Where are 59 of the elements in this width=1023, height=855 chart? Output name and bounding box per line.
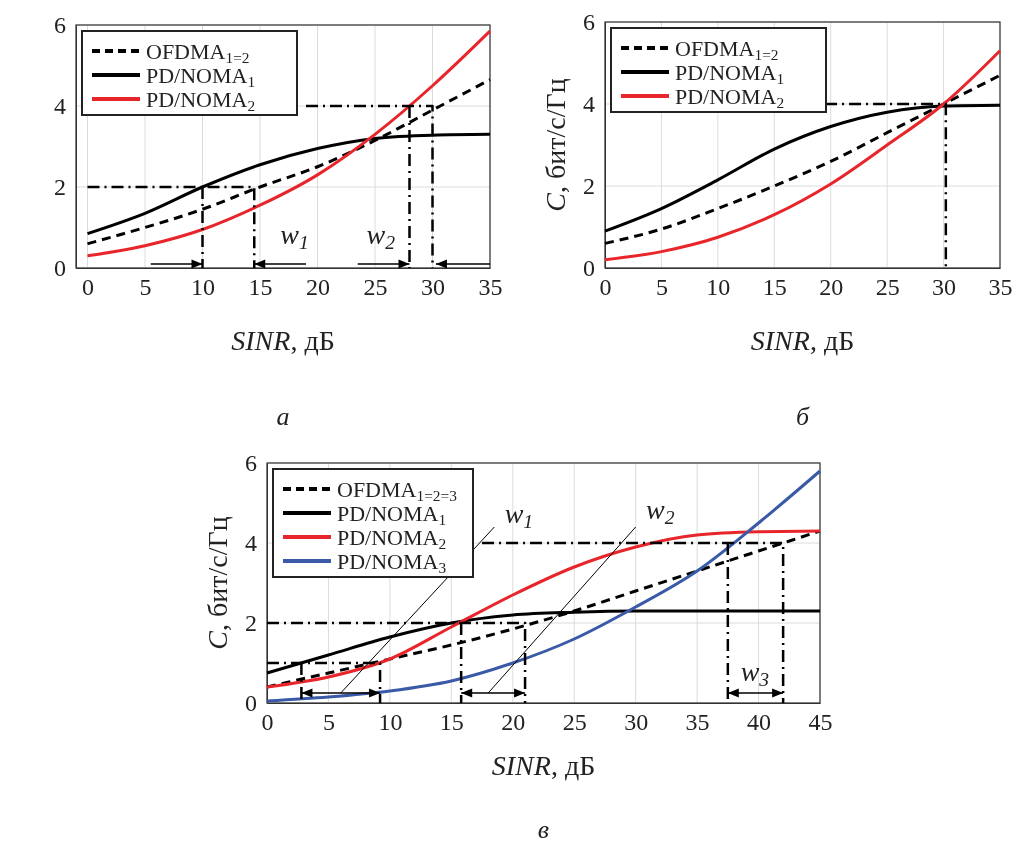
x-tick-label: 15 xyxy=(248,274,273,301)
x-tick-label: 25 xyxy=(875,274,900,301)
legend-label: PD/NOMA$_{2}$ xyxy=(675,84,785,111)
y-tick-label: 2 xyxy=(54,174,66,201)
y-tick-label: 0 xyxy=(245,690,257,717)
x-tick-label: 10 xyxy=(706,274,731,301)
y-tick-label: 4 xyxy=(245,530,257,557)
x-tick-label: 5 xyxy=(139,274,152,301)
annotation: w$_{1}$ xyxy=(280,218,309,253)
x-tick-label: 20 xyxy=(501,709,526,736)
text: в xyxy=(537,815,550,844)
y-tick-label: 2 xyxy=(245,610,257,637)
legend-label: OFDMA$_{1=2}$ xyxy=(146,39,250,66)
x-tick-label: 35 xyxy=(685,709,710,736)
legend-label: PD/NOMA$_{2}$ xyxy=(337,525,447,552)
x-tick-label: 45 xyxy=(808,709,833,736)
x-tick-label: 30 xyxy=(932,274,957,301)
x-tick-label: 30 xyxy=(624,709,649,736)
x-tick-label: 15 xyxy=(439,709,464,736)
annotation: w$_{3}$ xyxy=(740,656,770,690)
text: а xyxy=(276,402,290,431)
x-tick-label: 35 xyxy=(988,274,1013,301)
annotation: w$_{2}$ xyxy=(366,218,396,253)
x-axis-title: SINR, дБ xyxy=(231,325,335,356)
legend-label: OFDMA$_{1=2=3}$ xyxy=(337,477,458,504)
x-tick-label: 20 xyxy=(306,274,330,301)
y-tick-label: 6 xyxy=(54,12,66,39)
y-tick-label: 0 xyxy=(583,255,595,282)
annotation: w$_{1}$ xyxy=(504,498,534,532)
x-tick-label: 30 xyxy=(421,274,445,301)
text: б xyxy=(795,402,810,431)
legend-label: OFDMA$_{1=2}$ xyxy=(675,36,779,63)
x-tick-label: 10 xyxy=(378,709,403,736)
y-tick-label: 4 xyxy=(583,91,595,118)
y-tick-label: 2 xyxy=(583,173,595,200)
y-tick-label: 6 xyxy=(245,450,257,477)
legend-label: PD/NOMA$_{1}$ xyxy=(337,501,447,528)
x-tick-label: 20 xyxy=(819,274,844,301)
x-axis-title: SINR, дБ xyxy=(750,325,855,356)
x-tick-label: 25 xyxy=(562,709,587,736)
x-tick-label: 25 xyxy=(363,274,388,301)
annotation: w$_{2}$ xyxy=(646,494,675,528)
x-tick-label: 10 xyxy=(191,274,215,301)
legend-label: PD/NOMA$_{2}$ xyxy=(146,87,256,114)
y-axis-title: C, бит/с/Гц xyxy=(202,516,233,650)
y-tick-label: 6 xyxy=(583,9,595,36)
legend-label: PD/NOMA$_{1}$ xyxy=(675,60,785,87)
x-tick-label: 40 xyxy=(747,709,772,736)
x-tick-label: 15 xyxy=(762,274,787,301)
y-tick-label: 0 xyxy=(54,255,66,282)
x-tick-label: 5 xyxy=(655,274,668,301)
x-tick-label: 0 xyxy=(82,274,94,301)
y-axis-title: C, бит/с/Гц xyxy=(540,78,571,212)
x-tick-label: 5 xyxy=(322,709,335,736)
x-tick-label: 35 xyxy=(478,274,503,301)
legend-label: PD/NOMA$_{3}$ xyxy=(337,549,447,576)
legend-label: PD/NOMA$_{1}$ xyxy=(146,63,256,90)
x-axis-title: SINR, дБ xyxy=(491,750,596,781)
y-tick-label: 4 xyxy=(54,93,66,120)
